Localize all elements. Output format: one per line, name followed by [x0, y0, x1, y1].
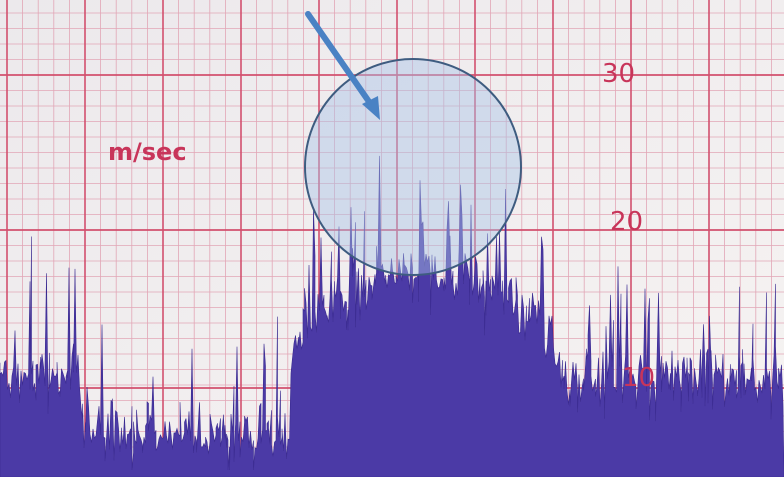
scale-label: 20: [610, 207, 643, 237]
arrow-shaft: [305, 11, 375, 109]
highlight-circle: [304, 58, 522, 276]
recorded-trace: [0, 155, 784, 477]
unit-label: m/sec: [108, 138, 187, 166]
scale-label: 30: [602, 59, 635, 89]
scale-label: 10: [622, 363, 655, 393]
arrow-head: [362, 96, 380, 120]
